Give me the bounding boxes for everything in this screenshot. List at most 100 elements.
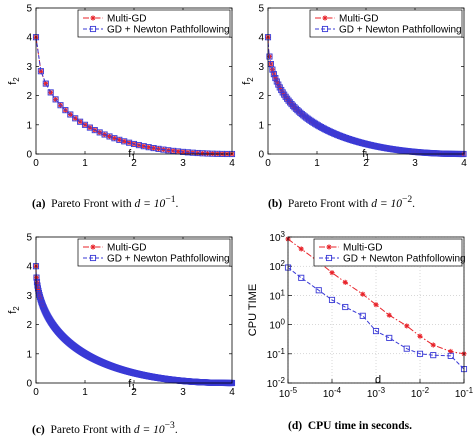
- caption-c: (c) Pareto Front with d = 10−3.: [32, 420, 178, 436]
- x-tick-label-2: 2: [363, 158, 369, 169]
- series-1-point-4: [342, 303, 349, 311]
- y-tick-label-4: 4: [26, 262, 32, 273]
- y-tick-label-0: 0: [26, 150, 32, 161]
- caption-c-text: Pareto Front with: [50, 423, 132, 436]
- series-line-1: [287, 267, 465, 370]
- y-tick-label-5: 5: [26, 4, 32, 15]
- x-axis-label: d: [375, 374, 381, 386]
- y-tick-label-3: 3: [26, 291, 32, 302]
- x-tick-label-3: 3: [180, 387, 186, 398]
- x-tick-label-1: 1: [82, 387, 88, 398]
- x-tick-label-1: 10-4: [323, 386, 342, 400]
- series-0-point-4: [342, 279, 348, 285]
- legend-entry-0: Multi-GD: [107, 243, 146, 254]
- legend-entry-1: GD + Newton Pathfollowing: [339, 25, 462, 36]
- series-0-point-24: [151, 145, 157, 151]
- series-0-point-8: [404, 323, 410, 329]
- series-1-point-20: [33, 279, 41, 286]
- y-axis-label: CPU TIME: [247, 284, 259, 336]
- plot-frame: [267, 7, 465, 155]
- legend-marker-1: [89, 25, 97, 33]
- legend-box: [313, 238, 463, 267]
- series-0-point-34: [200, 150, 206, 156]
- legend-entry-1: GD + Newton Pathfollowing: [107, 25, 230, 36]
- x-tick-label-1: 1: [82, 158, 88, 169]
- series-0-point-18: [121, 138, 127, 144]
- y-tick-label-5: 5: [26, 233, 32, 244]
- series-0-point-29: [175, 148, 181, 155]
- legend-entry-1: GD + Newton Pathfollowing: [343, 254, 466, 265]
- series-0-point-6: [373, 302, 379, 308]
- y-tick-label-2: 100: [269, 318, 285, 332]
- y-tick-label-5: 5: [258, 4, 264, 15]
- series-1-point-9: [77, 118, 84, 125]
- series-1-point-10: [33, 274, 40, 281]
- series-1-point-2: [42, 80, 49, 87]
- series-0-point-10: [430, 342, 436, 348]
- x-tick-label-2: 2: [131, 387, 137, 398]
- legend-box: [77, 238, 231, 267]
- y-tick-label-4: 4: [258, 33, 264, 44]
- legend-entry-0: Multi-GD: [343, 243, 382, 254]
- legend-marker-1: [321, 25, 329, 33]
- series-0-point-1: [38, 68, 44, 74]
- series-0-point-5: [360, 291, 366, 297]
- series-1-point-1: [298, 274, 305, 281]
- y-axis-label: f2: [7, 77, 21, 85]
- series-0-point-2: [43, 80, 49, 87]
- x-tick-label-2: 2: [131, 158, 137, 169]
- x-tick-label-3: 3: [412, 158, 418, 169]
- y-tick-label-0: 10-2: [267, 376, 286, 390]
- series-0-point-9: [417, 333, 423, 339]
- caption-c-tag: (c): [32, 423, 45, 436]
- legend-marker-1: [325, 254, 333, 262]
- series-0-point-11: [448, 348, 454, 355]
- caption-a-math: d = 10: [134, 197, 166, 210]
- y-axis-label: f2: [241, 77, 255, 85]
- legend-marker-0: [322, 15, 328, 21]
- caption-a-text: Pareto Front with: [51, 197, 132, 210]
- y-tick-label-1: 1: [26, 349, 32, 360]
- series-0-point-23: [146, 144, 152, 150]
- caption-d-text: CPU time in seconds.: [307, 420, 412, 432]
- caption-a-end: .: [175, 197, 179, 210]
- series-1-point-8: [403, 345, 410, 352]
- y-tick-label-5: 103: [269, 230, 285, 244]
- series-0-point-17: [116, 137, 122, 143]
- x-tick-label-4: 4: [229, 158, 235, 169]
- series-1-point-18: [273, 78, 280, 85]
- y-tick-label-4: 102: [269, 259, 285, 273]
- chart-d: 10-5 10-4 10-3 10-2 10-1 10-2 10-1 100 101 102 103…: [247, 230, 474, 400]
- legend-entry-0: Multi-GD: [339, 14, 378, 25]
- x-tick-label-4: 4: [229, 387, 235, 398]
- legend-marker-1: [89, 254, 97, 262]
- y-tick-label-2: 2: [26, 91, 32, 102]
- caption-b: (b) Pareto Front with d = 10−2.: [268, 194, 415, 210]
- series-1-point-6: [372, 328, 380, 335]
- caption-b-end: .: [412, 197, 416, 210]
- caption-a-tag: (a): [32, 197, 46, 210]
- series-1-point-4: [52, 96, 59, 103]
- caption-c-math: d = 10: [133, 423, 165, 436]
- x-tick-label-4: 4: [461, 158, 467, 169]
- series-1-point-15: [272, 75, 279, 82]
- series-0-point-35: [204, 150, 211, 157]
- series-1-point-8: [72, 115, 79, 122]
- y-tick-label-0: 0: [26, 379, 32, 390]
- series-1-point-1: [37, 68, 44, 75]
- y-tick-label-2: 2: [258, 91, 264, 102]
- x-tick-label-3: 3: [180, 158, 186, 169]
- series-1-point-5: [57, 102, 64, 109]
- y-tick-label-4: 4: [26, 33, 32, 44]
- series-1-point-2: [315, 287, 322, 294]
- legend-box: [77, 9, 231, 38]
- series-0-point-3: [329, 270, 335, 276]
- caption-c-end: .: [174, 423, 178, 436]
- y-tick-label-1: 1: [258, 120, 264, 131]
- y-tick-label-1: 10-1: [267, 347, 286, 361]
- x-tick-label-1: 1: [314, 158, 320, 169]
- y-axis-label: f2: [7, 306, 21, 314]
